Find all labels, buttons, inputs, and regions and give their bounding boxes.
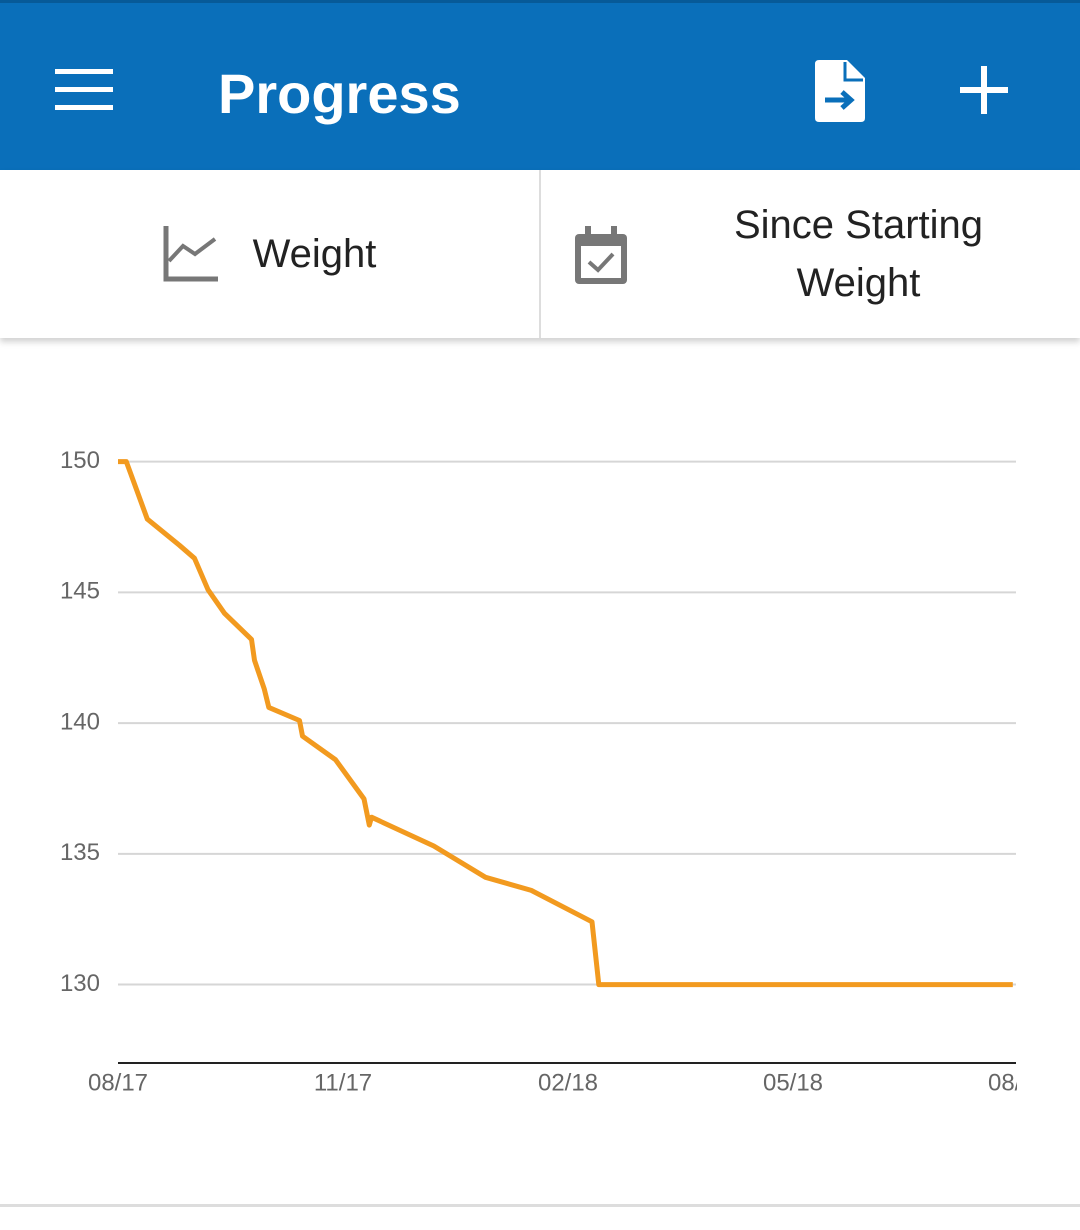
metric-label: Weight bbox=[252, 231, 377, 276]
page-title: Progress bbox=[218, 62, 461, 125]
x-tick-label: 08/17 bbox=[88, 1069, 148, 1096]
x-tick-label: 02/18 bbox=[538, 1069, 598, 1096]
tab-bar: Weight Since Starting Weight bbox=[0, 170, 1080, 338]
x-tick-label: 05/18 bbox=[763, 1069, 823, 1096]
export-button[interactable] bbox=[815, 60, 865, 122]
x-tick-label: 08/18 bbox=[988, 1069, 1048, 1096]
metric-tab[interactable]: Weight bbox=[0, 170, 539, 338]
add-button[interactable] bbox=[960, 66, 1008, 114]
y-tick-label: 145 bbox=[60, 578, 100, 605]
weight-line bbox=[118, 459, 1013, 988]
y-tick-label: 150 bbox=[60, 447, 100, 474]
menu-button[interactable] bbox=[55, 69, 113, 111]
x-tick-label: 11/17 bbox=[314, 1069, 372, 1096]
calendar-icon bbox=[575, 226, 627, 284]
range-tab[interactable]: Since Starting Weight bbox=[541, 170, 1080, 338]
y-tick-label: 135 bbox=[60, 839, 100, 866]
bottom-divider bbox=[0, 1204, 1080, 1207]
chart: 130 135 140 145 150 08/17 11/17 02/18 05/18 08/18 bbox=[60, 447, 1048, 1096]
app-bar: Progress bbox=[0, 0, 1080, 170]
range-label: Since Starting Weight bbox=[733, 203, 984, 305]
y-tick-label: 140 bbox=[60, 708, 100, 735]
divider bbox=[539, 170, 541, 338]
chart-icon bbox=[163, 226, 218, 282]
y-tick-label: 130 bbox=[60, 970, 100, 997]
